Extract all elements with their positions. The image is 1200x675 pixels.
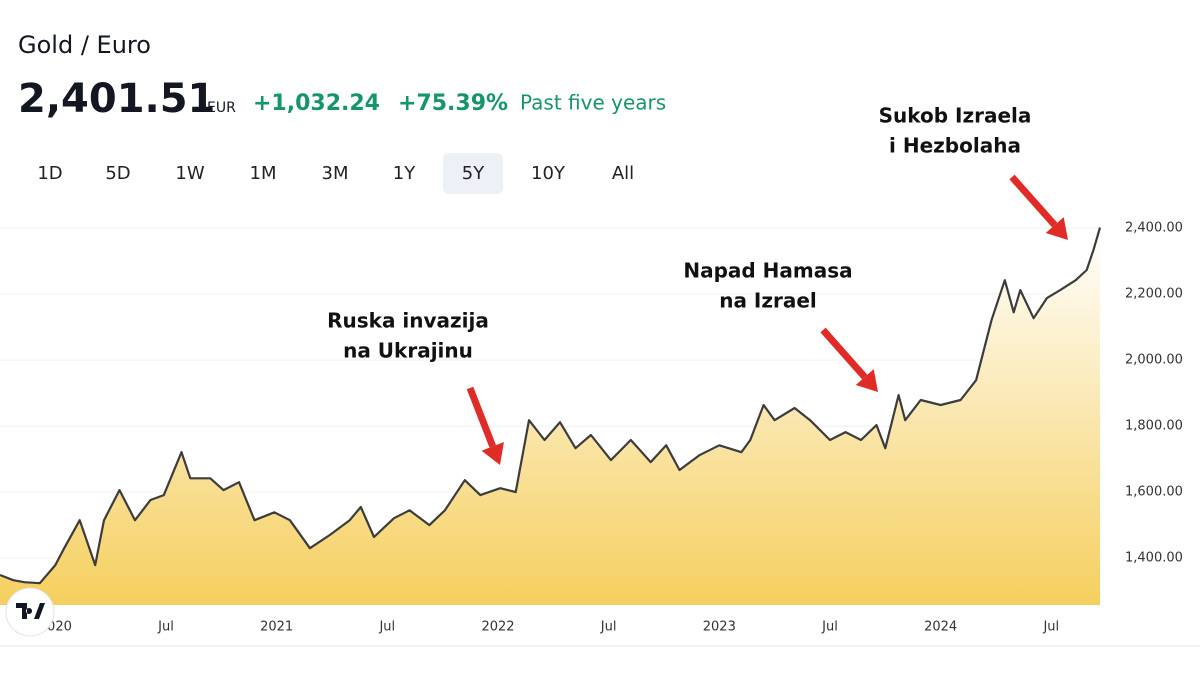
x-tick-label: 2021 bbox=[260, 620, 293, 635]
arrow-shaft bbox=[466, 386, 497, 448]
price: 2,401.51 bbox=[18, 76, 215, 122]
selected-button-bg bbox=[443, 153, 503, 194]
annotation: na Ukrajinu bbox=[343, 339, 473, 363]
change-percent: +75.39% bbox=[398, 91, 508, 116]
annotation: Napad Hamasa bbox=[683, 259, 852, 283]
range-button[interactable]: 1W bbox=[175, 163, 204, 184]
annotation: i Hezbolaha bbox=[889, 134, 1021, 158]
y-tick-label: 1,400.00 bbox=[1125, 551, 1183, 566]
x-tick-label: 2022 bbox=[481, 620, 514, 635]
range-button[interactable]: 1M bbox=[250, 163, 277, 184]
arrow-shaft bbox=[1009, 174, 1058, 228]
annotation: Sukob Izraela bbox=[879, 104, 1032, 128]
plot: 1,400.00 1,600.00 1,800.00 2,000.00 2,200.00… bbox=[0, 104, 1183, 637]
area-fill bbox=[0, 227, 1100, 605]
arrow-shaft bbox=[820, 327, 868, 380]
range-button[interactable]: 10Y bbox=[531, 163, 566, 184]
x-tick-label: Jul bbox=[157, 620, 174, 635]
y-tick-label: 2,400.00 bbox=[1125, 221, 1183, 236]
range-button[interactable]: 5Y bbox=[462, 163, 485, 184]
logo-mark bbox=[16, 603, 45, 619]
annotation: Ruska invazija bbox=[327, 309, 489, 333]
x-tick-label: Jul bbox=[600, 620, 617, 635]
range-button[interactable]: 3M bbox=[322, 163, 349, 184]
annotation: na Izrael bbox=[719, 289, 817, 313]
range-buttons: 1D 5D 1W 1M 3M 1Y 5Y 10Y All bbox=[37, 153, 634, 194]
change: +1,032.24 bbox=[253, 91, 380, 116]
arrow-head bbox=[1045, 217, 1068, 240]
range-button[interactable]: All bbox=[612, 163, 634, 184]
y-tick-label: 1,600.00 bbox=[1125, 485, 1183, 500]
x-tick-label: Jul bbox=[378, 620, 395, 635]
arrow-head bbox=[855, 369, 878, 392]
arrow-head bbox=[481, 442, 504, 465]
currency: EUR bbox=[207, 100, 236, 116]
y-tick-label: 2,000.00 bbox=[1125, 353, 1183, 368]
title: Gold / Euro bbox=[18, 31, 151, 59]
x-tick-label: Jul bbox=[1042, 620, 1059, 635]
range-button[interactable]: 1D bbox=[37, 163, 62, 184]
range-button[interactable]: 1Y bbox=[393, 163, 416, 184]
period: Past five years bbox=[520, 91, 666, 115]
tv-logo bbox=[5, 587, 55, 637]
price-line bbox=[0, 227, 1102, 585]
x-tick-label: 2024 bbox=[924, 620, 957, 635]
y-tick-label: 2,200.00 bbox=[1125, 287, 1183, 302]
y-tick-label: 1,800.00 bbox=[1125, 419, 1183, 434]
x-tick-label: 2023 bbox=[703, 620, 736, 635]
x-tick-label: Jul bbox=[821, 620, 838, 635]
range-button[interactable]: 5D bbox=[105, 163, 130, 184]
